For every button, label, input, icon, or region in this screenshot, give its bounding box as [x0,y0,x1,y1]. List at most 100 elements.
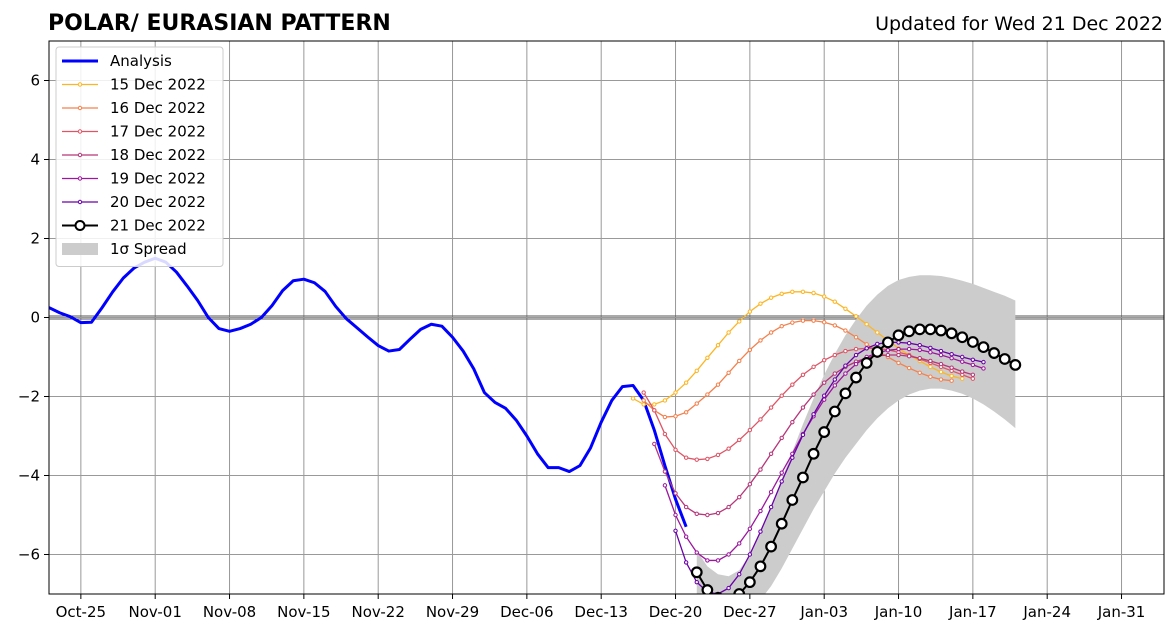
y-tick-label: 6 [30,72,40,90]
forecast-point [938,352,944,358]
forecast-point [737,358,742,364]
x-tick-label: Nov-15 [277,603,330,621]
legend-label: 17 Dec 2022 [110,123,206,141]
forecast-point [811,412,816,417]
forecast-point [683,380,689,385]
forecast-point [860,357,873,369]
forecast-point [871,345,884,358]
forecast-point [896,360,901,366]
forecast-point [673,447,678,453]
forecast-point [832,299,838,304]
forecast-point [737,319,742,324]
forecast-point [811,290,816,296]
forecast-point [747,347,753,353]
legend-label: 15 Dec 2022 [110,76,206,94]
spread-band [696,275,1016,594]
legend-label: 19 Dec 2022 [110,170,206,188]
forecast-point [737,541,742,546]
forecast-point [694,457,699,462]
forecast-point [832,371,838,376]
forecast-point [906,340,912,346]
forecast-point [821,320,827,325]
forecast-point [875,330,880,335]
forecast-point [726,446,731,451]
forecast-point [694,511,699,517]
forecast-point [747,481,753,487]
forecast-point [938,369,944,375]
forecast-point [970,376,976,381]
forecast-point [970,357,976,362]
forecast-point [811,318,816,323]
forecast-point [765,540,777,553]
forecast-point [892,329,905,342]
forecast-point [839,387,852,400]
legend-label: 16 Dec 2022 [110,99,206,117]
forecast-point [903,325,916,338]
forecast-point [850,371,862,384]
forecast-point [988,347,1000,359]
forecast-point [758,529,763,534]
forecast-point [949,352,954,357]
forecast-point [853,352,859,358]
forecast-point [949,378,954,383]
forecast-point [652,402,657,407]
forecast-point [917,370,922,375]
x-tick-label: Nov-29 [426,603,479,621]
forecast-point [715,342,721,348]
forecast-point [737,437,742,443]
forecast-point [864,322,869,327]
forecast-point [747,526,753,532]
forecast-point [832,323,838,328]
x-tick-label: Oct-25 [56,603,106,621]
forecast-point [715,452,721,458]
forecast-point [715,382,721,387]
forecast-point [843,328,848,333]
forecast-point [673,491,678,496]
forecast-point [768,330,774,335]
forecast-point [662,483,668,488]
forecast-point [924,323,937,336]
forecast-point [786,494,799,506]
forecast-point [938,348,944,354]
legend-marker [77,199,83,205]
forecast-point [938,377,944,382]
y-axis: 6 4 2 0 −2 −4 −6 [18,72,49,564]
forecast-point [673,414,678,419]
forecast-point [949,355,954,361]
forecast-point [683,455,689,460]
forecast-point [768,295,774,300]
forecast-point [705,512,710,518]
y-tick-label: −6 [18,546,40,564]
forecast-point [843,306,848,312]
forecast-point [758,338,763,343]
forecast-point [779,479,784,484]
forecast-point [694,368,699,374]
forecast-point [956,331,969,344]
forecast-point [906,346,912,352]
forecast-point [864,346,869,351]
forecast-point [832,377,838,382]
forecast-point [726,585,731,591]
forecast-point [828,405,841,418]
forecast-point [705,392,710,397]
forecast-point [779,435,784,441]
forecast-point [662,414,668,420]
forecast-point [981,359,986,365]
forecast-point [726,370,731,375]
forecast-point [641,402,646,407]
forecast-point [960,354,965,360]
x-tick-label: Nov-01 [129,603,182,621]
forecast-point [758,417,763,422]
legend-label: 21 Dec 2022 [110,217,206,235]
forecast-point [970,372,976,377]
forecast-point [913,323,926,336]
forecast-point [949,365,954,370]
forecast-point [917,347,922,353]
forecast-point [779,470,784,475]
y-tick-label: −4 [18,467,40,485]
forecast-point [800,405,806,410]
forecast-point [726,504,731,510]
forecast-point [885,348,891,353]
forecast-point [832,383,838,388]
chart-title: POLAR/ EURASIAN PATTERN [48,11,391,36]
